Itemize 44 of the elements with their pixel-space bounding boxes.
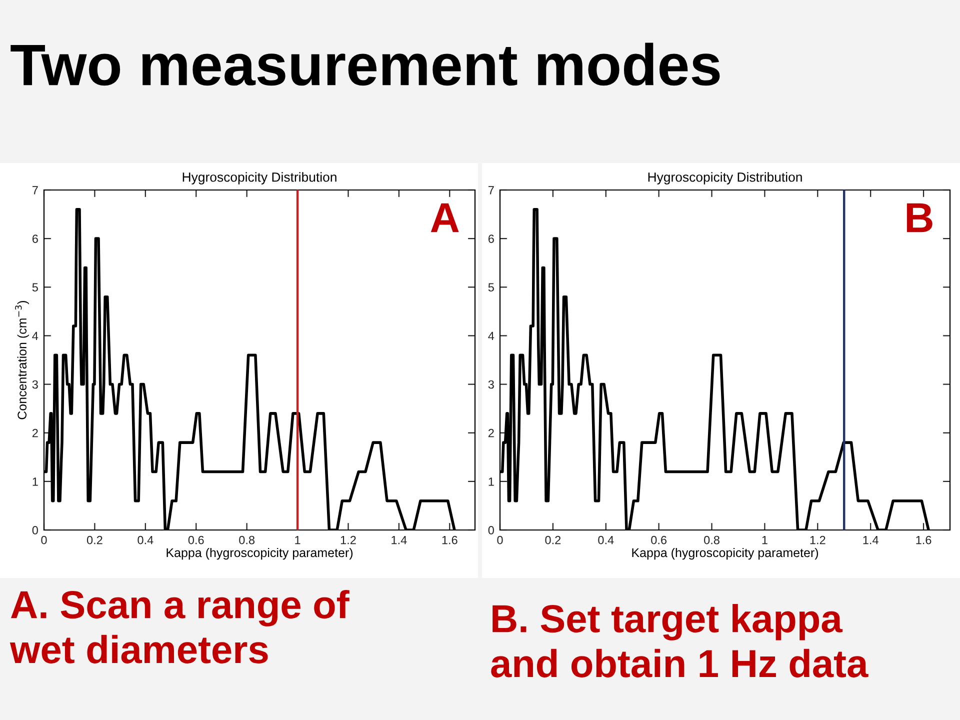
y-tick-label: 2 [488, 428, 494, 438]
y-tick-label: 2 [32, 428, 38, 438]
x-tick-label: 0.8 [704, 536, 720, 544]
x-tick-label: 0.6 [188, 536, 204, 544]
text: B. Set target kappa and obtain 1 Hz data [491, 604, 868, 678]
y-tick-label: 0 [488, 526, 494, 534]
y-tick-label: 3 [32, 380, 38, 389]
x-tick-label: 0.4 [598, 536, 614, 544]
text: A. Scan a range of wet diameters [10, 590, 350, 664]
y-tick-label: 5 [488, 283, 494, 292]
y-tick-label: 1 [488, 478, 494, 486]
y-tick-label: 6 [488, 234, 494, 243]
annotation: B [906, 203, 932, 232]
y-tick-label: 4 [488, 332, 494, 340]
text: Two measurement modes [10, 42, 720, 86]
x-axis-title: Kappa (hygroscopicity parameter) [166, 548, 353, 560]
x-tick-label: 0.4 [138, 536, 154, 544]
x-tick-label: 0.2 [86, 536, 102, 544]
x-tick-label: 1.6 [916, 536, 932, 544]
y-axis-title: Concentration (cm$^{−3}$) [15, 301, 29, 420]
x-tick-label: 1.2 [340, 536, 356, 544]
y-tick-label: 1 [32, 478, 38, 486]
x-tick-label: 0.8 [239, 536, 255, 544]
y-tick-label: 7 [488, 186, 494, 194]
x-tick-label: 1.4 [863, 536, 878, 544]
x-tick-label: 1.6 [442, 536, 458, 544]
x-tick-label: 0.6 [651, 536, 667, 544]
x-tick-label: 0 [41, 536, 47, 544]
y-tick-label: 3 [488, 380, 494, 389]
x-tick-label: 1 [295, 536, 300, 544]
chart-title: Hygroscopicity Distribution [182, 172, 336, 184]
y-tick-label: 4 [32, 332, 38, 340]
x-tick-label: 1.2 [810, 536, 826, 544]
y-tick-label: 0 [32, 526, 38, 534]
x-tick-label: 1 [762, 536, 768, 544]
x-tick-label: 1.4 [392, 536, 407, 544]
y-tick-label: 5 [32, 283, 38, 292]
x-axis-title: Kappa (hygroscopicity parameter) [632, 548, 818, 560]
chart-title: Hygroscopicity Distribution [648, 172, 802, 184]
annotation: A [430, 203, 459, 232]
x-tick-label: 0.2 [545, 536, 561, 544]
y-tick-label: 6 [32, 234, 38, 243]
x-tick-label: 0 [497, 536, 503, 544]
y-tick-label: 7 [32, 186, 38, 194]
